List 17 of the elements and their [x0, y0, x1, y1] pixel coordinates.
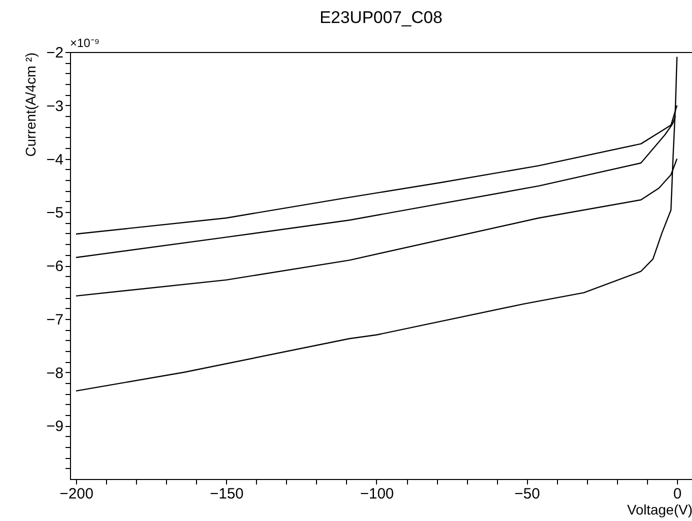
- y-tick-label: −9: [46, 418, 64, 436]
- y-tick-label: −7: [46, 311, 64, 328]
- x-axis-title: Voltage(V): [627, 502, 692, 518]
- text: ×10⁻⁹: [70, 36, 100, 50]
- y-axis-title: Current(A/4cm ²): [22, 52, 38, 157]
- y-tick-label: −6: [46, 258, 64, 275]
- y-tick-label: −3: [46, 98, 64, 115]
- x-tick-label: −150: [210, 486, 244, 502]
- x-tick-label: −50: [514, 486, 540, 502]
- y-tick-label: −4: [46, 151, 64, 168]
- x-tick-label: −100: [360, 486, 394, 502]
- y-tick-label: −5: [46, 204, 64, 222]
- x-tick-label: −200: [60, 486, 94, 502]
- y-tick-label: −8: [46, 364, 64, 382]
- y-tick-label: −2: [46, 44, 64, 62]
- x-tick-label: 0: [673, 486, 682, 502]
- chart-title: E23UP007_C08: [320, 8, 442, 27]
